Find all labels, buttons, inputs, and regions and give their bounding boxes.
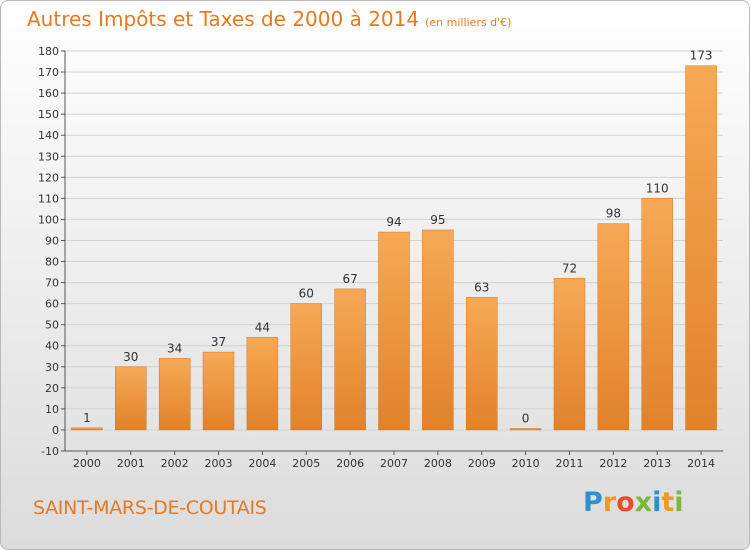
data-label: 37 — [211, 335, 226, 349]
data-label: 173 — [690, 49, 713, 63]
x-tick-label: 2003 — [205, 457, 233, 470]
bar — [71, 427, 103, 431]
y-tick-label: 40 — [45, 340, 59, 353]
x-tick-label: 2014 — [687, 457, 715, 470]
commune-name: SAINT-MARS-DE-COUTAIS — [33, 497, 267, 519]
x-tick-label: 2012 — [599, 457, 627, 470]
data-label: 0 — [522, 411, 530, 425]
bar — [465, 297, 498, 431]
y-tick-label: 30 — [45, 361, 59, 374]
bar — [202, 351, 235, 431]
x-tick-label: 2001 — [117, 457, 145, 470]
x-tick-label: 2000 — [73, 457, 101, 470]
x-tick-label: 2002 — [161, 457, 189, 470]
x-tick-label: 2009 — [468, 457, 496, 470]
data-label: 1 — [83, 411, 91, 425]
bar — [115, 366, 147, 431]
y-tick-label: 0 — [52, 424, 59, 437]
data-label: 60 — [299, 287, 314, 301]
bar — [334, 288, 366, 431]
y-tick-label: 110 — [38, 192, 59, 205]
x-tick-label: 2005 — [292, 457, 320, 470]
y-tick-label: 80 — [45, 256, 59, 269]
logo-letter: t — [661, 487, 675, 518]
x-tick-label: 2011 — [555, 457, 583, 470]
bar — [378, 231, 410, 431]
chart-subtitle: (en milliers d'€) — [425, 16, 512, 29]
y-tick-label: 90 — [45, 234, 59, 247]
y-tick-label: 130 — [38, 150, 59, 163]
logo-letter: r — [602, 487, 617, 518]
y-tick-label: 120 — [38, 171, 59, 184]
data-label: 44 — [255, 320, 270, 334]
x-tick-label: 2007 — [380, 457, 408, 470]
data-label: 98 — [606, 207, 621, 221]
chart-title: Autres Impôts et Taxes de 2000 à 2014 (en… — [27, 7, 511, 31]
bar — [158, 358, 191, 431]
x-tick-label: 2008 — [424, 457, 452, 470]
proxiti-logo: Proxiti — [583, 487, 684, 518]
y-tick-label: 20 — [45, 382, 59, 395]
y-tick-label: 150 — [38, 108, 59, 121]
x-tick-label: 2006 — [336, 457, 364, 470]
x-tick-label: 2010 — [512, 457, 540, 470]
chart-title-text: Autres Impôts et Taxes de 2000 à 2014 — [27, 7, 420, 31]
bar — [246, 337, 279, 431]
bar — [641, 198, 673, 431]
y-tick-label: 70 — [45, 277, 59, 290]
logo-letter: o — [616, 487, 635, 518]
y-tick-label: -10 — [41, 445, 59, 458]
data-label: 67 — [342, 272, 357, 286]
x-tick-label: 2013 — [643, 457, 671, 470]
data-label: 72 — [562, 261, 577, 275]
y-tick-label: 140 — [38, 129, 59, 142]
data-label: 110 — [646, 181, 669, 195]
data-label: 34 — [167, 341, 182, 355]
bar — [422, 229, 454, 431]
logo-letter: x — [634, 487, 653, 518]
y-tick-label: 170 — [38, 66, 59, 79]
logo-letter: i — [674, 487, 684, 518]
bar — [597, 223, 630, 431]
bar — [553, 278, 586, 431]
y-tick-label: 60 — [45, 298, 59, 311]
y-tick-label: 10 — [45, 403, 59, 416]
y-tick-label: 160 — [38, 87, 59, 100]
data-label: 63 — [474, 280, 489, 294]
data-label: 30 — [123, 350, 138, 364]
y-tick-label: 100 — [38, 213, 59, 226]
x-tick-label: 2004 — [248, 457, 276, 470]
y-tick-label: 180 — [38, 45, 59, 58]
bar — [509, 428, 542, 431]
bar — [685, 65, 717, 431]
y-tick-label: 50 — [45, 319, 59, 332]
data-label: 95 — [430, 213, 445, 227]
logo-letter: i — [652, 487, 662, 518]
data-label: 94 — [386, 215, 401, 229]
logo-letter: P — [583, 487, 603, 518]
bar — [290, 303, 323, 431]
